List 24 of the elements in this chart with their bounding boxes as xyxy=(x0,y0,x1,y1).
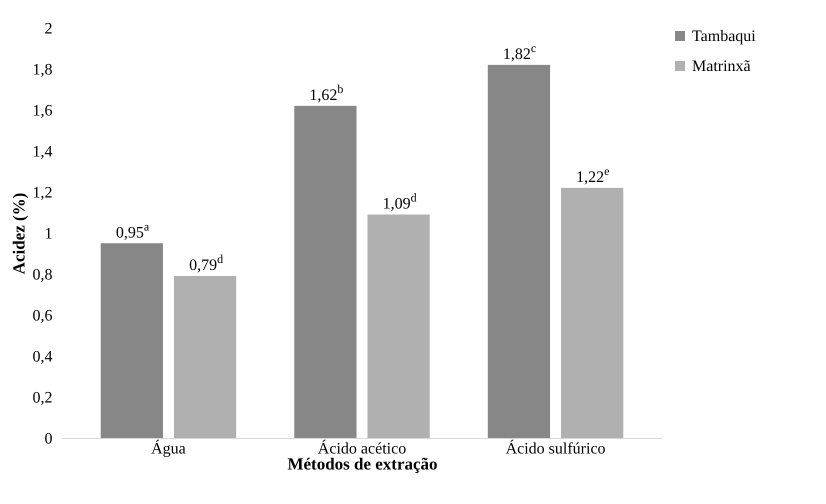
bar xyxy=(100,243,163,438)
y-tick-label: 1,2 xyxy=(32,184,52,202)
y-tick-label: 1,4 xyxy=(32,144,52,160)
x-tick-label: Água xyxy=(151,440,186,458)
x-axis-title: Métodos de extração xyxy=(287,454,438,474)
y-tick-label: 1,8 xyxy=(32,62,52,78)
y-tick-label: 0,4 xyxy=(32,348,52,366)
y-tick-label: 1,6 xyxy=(32,102,52,120)
bar xyxy=(561,188,624,438)
y-tick-label: 0,8 xyxy=(32,266,52,284)
legend-label: Tambaqui xyxy=(692,28,756,45)
x-tick-label: Ácido sulfúrico xyxy=(506,440,606,458)
y-tick-label: 2 xyxy=(44,20,52,38)
y-tick-label: 1 xyxy=(44,226,52,242)
bar xyxy=(174,276,236,438)
bar xyxy=(488,64,550,438)
legend-label: Matrinxã xyxy=(692,58,751,75)
bar xyxy=(367,214,430,438)
y-tick-label: 0,2 xyxy=(32,390,52,406)
x-tick-label: Ácido acético xyxy=(318,440,406,458)
y-axis-title: Acidez (%) xyxy=(10,192,28,274)
y-tick-label: 0,6 xyxy=(32,308,52,324)
y-tick-label: 0 xyxy=(44,430,52,448)
bar xyxy=(294,106,357,438)
